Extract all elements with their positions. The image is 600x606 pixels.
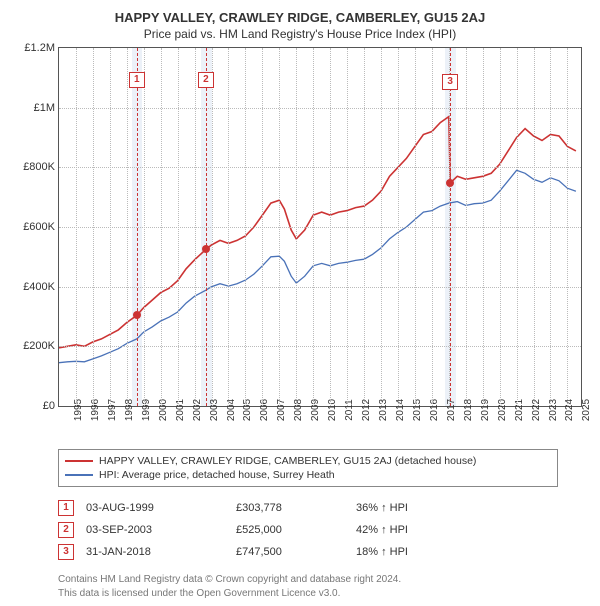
sales-row-delta: 42% ↑ HPI	[356, 524, 476, 536]
sales-row-price: £525,000	[236, 524, 356, 536]
sales-row-marker: 3	[58, 544, 74, 560]
x-gridline	[500, 48, 501, 406]
x-gridline	[279, 48, 280, 406]
sale-marker-dot	[133, 311, 141, 319]
sales-row-date: 03-SEP-2003	[86, 524, 236, 536]
x-gridline	[144, 48, 145, 406]
sales-row-price: £747,500	[236, 546, 356, 558]
x-gridline	[313, 48, 314, 406]
x-gridline	[364, 48, 365, 406]
legend-label: HAPPY VALLEY, CRAWLEY RIDGE, CAMBERLEY, …	[99, 455, 476, 467]
legend-item: HPI: Average price, detached house, Surr…	[65, 468, 551, 482]
y-tick-label: £0	[43, 400, 55, 412]
legend-box: HAPPY VALLEY, CRAWLEY RIDGE, CAMBERLEY, …	[58, 449, 558, 487]
footer-line-2: This data is licensed under the Open Gov…	[58, 587, 558, 601]
chart-container: HAPPY VALLEY, CRAWLEY RIDGE, CAMBERLEY, …	[0, 0, 600, 606]
sales-row-marker: 2	[58, 522, 74, 538]
x-gridline	[212, 48, 213, 406]
y-tick-label: £400K	[23, 281, 55, 293]
y-tick-label: £600K	[23, 221, 55, 233]
sales-table: 1 03-AUG-1999£303,77836% ↑ HPI 2 03-SEP-200…	[58, 497, 558, 563]
x-tick-label: 2025	[567, 399, 592, 421]
legend-swatch	[65, 460, 93, 462]
sale-marker-box: 3	[442, 74, 458, 90]
sale-marker-vline	[206, 48, 207, 406]
x-gridline	[550, 48, 551, 406]
x-gridline	[432, 48, 433, 406]
sale-marker-vline	[450, 48, 451, 406]
sale-marker-vline	[137, 48, 138, 406]
x-gridline	[415, 48, 416, 406]
y-tick-label: £800K	[23, 161, 55, 173]
sales-row-delta: 18% ↑ HPI	[356, 546, 476, 558]
y-tick-label: £1M	[34, 102, 55, 114]
sales-row-price: £303,778	[236, 502, 356, 514]
x-gridline	[567, 48, 568, 406]
sales-row: 1 03-AUG-1999£303,77836% ↑ HPI	[58, 497, 558, 519]
x-gridline	[178, 48, 179, 406]
sales-row: 3 31-JAN-2018£747,50018% ↑ HPI	[58, 541, 558, 563]
x-gridline	[296, 48, 297, 406]
x-gridline	[161, 48, 162, 406]
x-gridline	[110, 48, 111, 406]
x-gridline	[483, 48, 484, 406]
x-gridline	[398, 48, 399, 406]
y-tick-label: £1.2M	[24, 42, 55, 54]
footer-line-1: Contains HM Land Registry data © Crown c…	[58, 573, 558, 587]
plot-area: £0£200K£400K£600K£800K£1M£1.2M1995199619…	[58, 47, 582, 407]
sales-row-date: 31-JAN-2018	[86, 546, 236, 558]
sales-row-date: 03-AUG-1999	[86, 502, 236, 514]
x-gridline	[262, 48, 263, 406]
chart-title: HAPPY VALLEY, CRAWLEY RIDGE, CAMBERLEY, …	[10, 10, 590, 25]
y-tick-label: £200K	[23, 340, 55, 352]
legend-swatch	[65, 474, 93, 476]
x-gridline	[93, 48, 94, 406]
sale-marker-dot	[202, 245, 210, 253]
x-gridline	[245, 48, 246, 406]
x-gridline	[381, 48, 382, 406]
x-gridline	[195, 48, 196, 406]
x-gridline	[330, 48, 331, 406]
legend-item: HAPPY VALLEY, CRAWLEY RIDGE, CAMBERLEY, …	[65, 454, 551, 468]
x-gridline	[466, 48, 467, 406]
sale-marker-box: 2	[198, 72, 214, 88]
sales-row: 2 03-SEP-2003£525,00042% ↑ HPI	[58, 519, 558, 541]
sales-row-delta: 36% ↑ HPI	[356, 502, 476, 514]
x-gridline	[534, 48, 535, 406]
x-gridline	[228, 48, 229, 406]
sale-marker-box: 1	[129, 72, 145, 88]
legend-label: HPI: Average price, detached house, Surr…	[99, 469, 335, 481]
sale-marker-dot	[446, 179, 454, 187]
chart-subtitle: Price paid vs. HM Land Registry's House …	[10, 27, 590, 41]
x-gridline	[127, 48, 128, 406]
footer-attribution: Contains HM Land Registry data © Crown c…	[58, 573, 558, 600]
x-gridline	[517, 48, 518, 406]
sales-row-marker: 1	[58, 500, 74, 516]
x-gridline	[347, 48, 348, 406]
x-gridline	[76, 48, 77, 406]
